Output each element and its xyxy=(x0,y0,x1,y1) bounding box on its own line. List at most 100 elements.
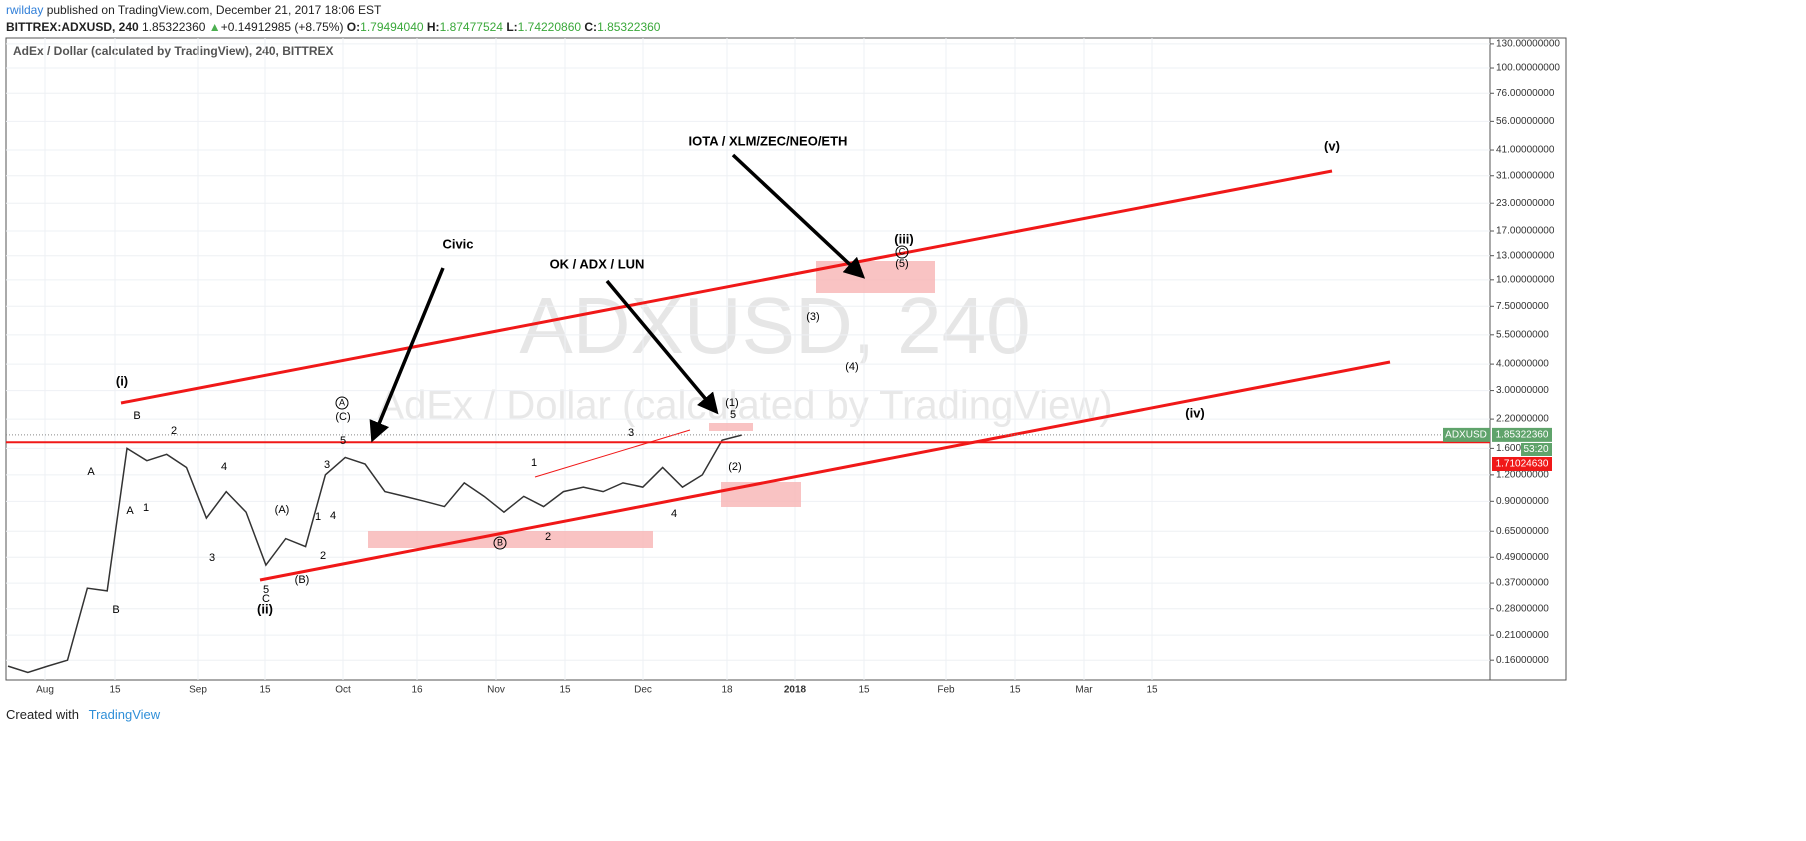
trendline xyxy=(259,360,1391,582)
y-tick-label: 130.00000000 xyxy=(1496,39,1560,50)
annotation: 2 xyxy=(320,550,326,562)
y-tick-label: 17.00000000 xyxy=(1496,226,1555,237)
brand[interactable]: TradingView xyxy=(88,707,161,722)
x-tick-label: 15 xyxy=(1009,685,1021,696)
y-tick-label: 0.16000000 xyxy=(1496,655,1549,666)
symbol-tag xyxy=(1443,427,1490,442)
c: 1.85322360 xyxy=(597,20,661,34)
y-tick-label: 23.00000000 xyxy=(1496,198,1555,209)
y-tick-label: 13.00000000 xyxy=(1496,250,1555,261)
level-tag-label: 1.71024630 xyxy=(1496,459,1549,470)
annotation: IOTA / XLM/ZEC/NEO/ETH xyxy=(689,133,848,148)
h-label: H: xyxy=(426,20,440,34)
arrow xyxy=(605,279,719,415)
arrow xyxy=(369,267,445,443)
circle-mark xyxy=(493,536,507,550)
annotation: 4 xyxy=(671,508,677,520)
annotation: A xyxy=(87,466,95,478)
change: +0.14912985 (+8.75%) xyxy=(220,20,344,34)
l: 1.74220860 xyxy=(517,20,582,34)
trendline xyxy=(120,169,1333,405)
h: 1.87477524 xyxy=(439,20,503,34)
annotation: 5 xyxy=(730,409,736,421)
x-tick-label: Feb xyxy=(937,685,955,696)
annotation: (A) xyxy=(275,504,290,516)
annotation: (B) xyxy=(295,574,310,586)
annotation: (5) xyxy=(895,258,908,270)
annotation: A xyxy=(339,397,345,407)
annotation: B xyxy=(112,604,119,616)
y-tick-label: 2.20000000 xyxy=(1496,414,1549,425)
annotation: 3 xyxy=(324,459,330,471)
trendline xyxy=(534,429,691,478)
annotation: 1 xyxy=(315,511,321,523)
footer: Created with TradingView xyxy=(6,707,160,722)
y-tick-label: 0.49000000 xyxy=(1496,552,1549,563)
y-tick-label: 0.37000000 xyxy=(1496,578,1549,589)
chart-title: AdEx / Dollar (calculated by TradingView… xyxy=(13,44,334,58)
y-tick-label: 76.00000000 xyxy=(1496,88,1555,99)
annotation: Civic xyxy=(442,236,473,251)
annotation: 3 xyxy=(628,427,634,439)
zone xyxy=(368,531,653,548)
x-tick-label: Aug xyxy=(36,685,54,696)
y-tick-label: 4.00000000 xyxy=(1496,359,1549,370)
annotation: (ii) xyxy=(257,601,273,616)
annotation: (iv) xyxy=(1185,405,1205,420)
annotation: (C) xyxy=(335,411,350,423)
annotation: 4 xyxy=(330,510,336,522)
zone xyxy=(709,423,753,431)
y-tick-label: 56.00000000 xyxy=(1496,116,1555,127)
y-tick-label: 7.50000000 xyxy=(1496,301,1549,312)
annotation: 3 xyxy=(209,552,215,564)
annotation: (v) xyxy=(1324,138,1340,153)
published: published on TradingView.com, December 2… xyxy=(46,3,382,17)
x-tick-label: 15 xyxy=(858,685,870,696)
annotation: C xyxy=(262,593,270,605)
pane-border xyxy=(5,37,1567,681)
price-line xyxy=(7,434,743,674)
y-tick-label: 31.00000000 xyxy=(1496,170,1555,181)
last-tag-label: 1.85322360 xyxy=(1496,430,1549,441)
x-tick-label: 15 xyxy=(109,685,121,696)
watermark: ADXUSD, 240 xyxy=(519,281,1030,370)
y-tick-label: 0.65000000 xyxy=(1496,526,1549,537)
o: 1.79494040 xyxy=(360,20,424,34)
symbol-tag-label: ADXUSD xyxy=(1445,430,1487,441)
annotation: C xyxy=(899,246,906,256)
y-tick-label: 10.00000000 xyxy=(1496,274,1555,285)
countdown-label: 53:20 xyxy=(1523,444,1548,455)
y-tick-label: 0.28000000 xyxy=(1496,603,1549,614)
countdown-tag xyxy=(1521,443,1552,456)
x-tick-label: 15 xyxy=(1146,685,1158,696)
y-tick-label: 0.90000000 xyxy=(1496,496,1549,507)
arrow xyxy=(731,153,866,279)
x-tick-label: 2018 xyxy=(784,685,807,696)
symbol: BITTREX:ADXUSD, 240 xyxy=(6,20,139,34)
l-label: L: xyxy=(506,20,518,34)
y-tick-label: 1.20000000 xyxy=(1496,469,1549,480)
y-tick-label: 1.600 xyxy=(1496,443,1521,454)
x-tick-label: Dec xyxy=(634,685,652,696)
annotation: 1 xyxy=(143,502,149,514)
x-tick-label: 16 xyxy=(411,685,423,696)
annotation: B xyxy=(497,537,503,547)
annotation: B xyxy=(133,410,140,422)
y-tick-label: 41.00000000 xyxy=(1496,145,1555,156)
annotation: A xyxy=(126,505,134,517)
annotation: (i) xyxy=(116,373,128,388)
x-tick-label: Nov xyxy=(487,685,505,696)
c-label: C: xyxy=(584,20,598,34)
annotation: OK / ADX / LUN xyxy=(550,256,645,271)
y-tick-label: 0.21000000 xyxy=(1496,630,1549,641)
zone xyxy=(721,482,801,507)
author[interactable]: rwilday xyxy=(6,3,44,17)
annotation: 4 xyxy=(221,461,227,473)
o-label: O: xyxy=(346,20,361,34)
x-tick-label: 15 xyxy=(259,685,271,696)
annotation: 5 xyxy=(340,435,346,447)
y-tick-label: 5.50000000 xyxy=(1496,329,1549,340)
chart: ADXUSD, 240 AdEx / Dollar (calculated by… xyxy=(5,37,1567,696)
circle-mark xyxy=(335,396,349,410)
x-tick-label: Oct xyxy=(335,685,351,696)
